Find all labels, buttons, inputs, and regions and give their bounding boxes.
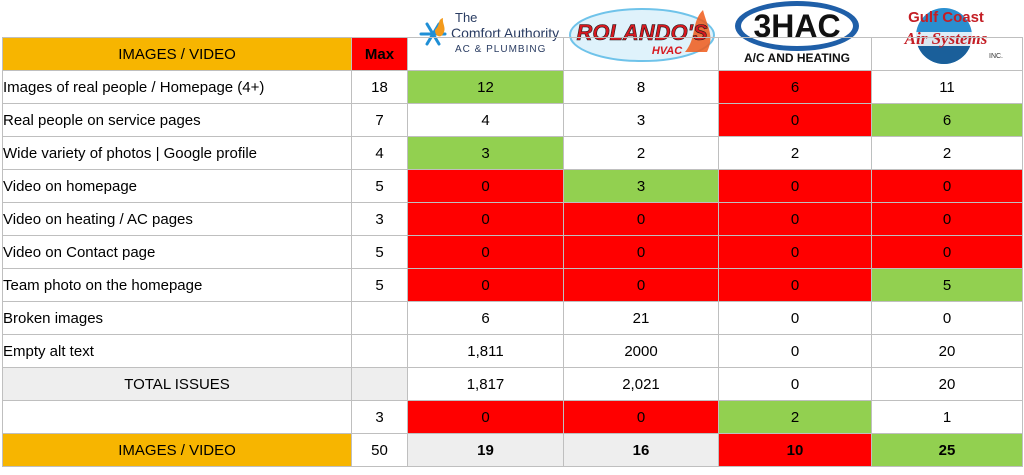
table-row: Video on heating / AC pages 3 0 0 0 0 — [2, 202, 1023, 236]
score-cell: 0 — [871, 301, 1023, 335]
score-cell: 0 — [871, 202, 1023, 236]
footer-max: 50 — [351, 433, 408, 467]
score-cell: 11 — [871, 70, 1023, 104]
score-cell: 0 — [563, 400, 719, 434]
row-label: Video on Contact page — [2, 235, 352, 269]
row-max — [351, 334, 408, 368]
final-score-cell: 19 — [407, 433, 564, 467]
score-cell: 20 — [871, 334, 1023, 368]
score-cell: 0 — [407, 235, 564, 269]
total-cell: 0 — [718, 367, 872, 401]
score-cell: 2 — [718, 136, 872, 170]
final-score-cell: 25 — [871, 433, 1023, 467]
score-cell: 6 — [407, 301, 564, 335]
score-cell: 3 — [563, 103, 719, 137]
table-row: Empty alt text 1,811 2000 0 20 — [2, 334, 1023, 368]
table-row: Real people on service pages 7 4 3 0 6 — [2, 103, 1023, 137]
score-cell: 6 — [718, 70, 872, 104]
total-cell: 20 — [871, 367, 1023, 401]
row-max: 18 — [351, 70, 408, 104]
table-row: Images of real people / Homepage (4+) 18 1… — [2, 70, 1023, 104]
score-cell: 0 — [407, 202, 564, 236]
table-row: Video on Contact page 5 0 0 0 0 — [2, 235, 1023, 269]
row-label: Broken images — [2, 301, 352, 335]
score-cell: 2000 — [563, 334, 719, 368]
table-row: Video on homepage 5 0 3 0 0 — [2, 169, 1023, 203]
score-cell: 0 — [563, 268, 719, 302]
score-cell: 0 — [563, 235, 719, 269]
score-cell: 0 — [871, 169, 1023, 203]
score-cell: 0 — [871, 235, 1023, 269]
score-cell: 12 — [407, 70, 564, 104]
score-cell: 0 — [718, 268, 872, 302]
row-label: Images of real people / Homepage (4+) — [2, 70, 352, 104]
score-cell: 0 — [718, 103, 872, 137]
final-score-cell: 16 — [563, 433, 719, 467]
score-cell: 0 — [718, 202, 872, 236]
score-cell: 2 — [871, 136, 1023, 170]
row-label: Video on homepage — [2, 169, 352, 203]
score-cell: 0 — [407, 400, 564, 434]
row-label: Empty alt text — [2, 334, 352, 368]
table-row: Wide variety of photos | Google profile 4… — [2, 136, 1023, 170]
row-max: 4 — [351, 136, 408, 170]
score-cell: 3 — [563, 169, 719, 203]
score-cell: 0 — [718, 334, 872, 368]
row-label: Video on heating / AC pages — [2, 202, 352, 236]
score-cell: 0 — [718, 235, 872, 269]
row-label: Wide variety of photos | Google profile — [2, 136, 352, 170]
svg-text:The: The — [455, 10, 477, 25]
max-header: Max — [351, 37, 408, 71]
company-logos: The Comfort Authority AC & PLUMBING ROLA… — [0, 0, 1024, 70]
score-cell: 0 — [407, 268, 564, 302]
total-cell: 1,817 — [407, 367, 564, 401]
score-cell: 0 — [407, 169, 564, 203]
row-label: Real people on service pages — [2, 103, 352, 137]
footer-label: IMAGES / VIDEO — [2, 433, 352, 467]
score-cell: 0 — [718, 301, 872, 335]
total-cell: 2,021 — [563, 367, 719, 401]
score-cell: 8 — [563, 70, 719, 104]
score-cell: 21 — [563, 301, 719, 335]
score-cell: 3 — [407, 136, 564, 170]
score-cell: 0 — [718, 169, 872, 203]
row-max: 5 — [351, 268, 408, 302]
row-label: Team photo on the homepage — [2, 268, 352, 302]
score-cell: 6 — [871, 103, 1023, 137]
row-max: 3 — [351, 202, 408, 236]
total-row: TOTAL ISSUES 1,817 2,021 0 20 — [2, 367, 1023, 401]
score-cell: 2 — [563, 136, 719, 170]
section-header: IMAGES / VIDEO — [2, 37, 352, 71]
final-score-cell: 10 — [718, 433, 872, 467]
footer-total-row: IMAGES / VIDEO 50 19 16 10 25 — [2, 433, 1023, 467]
row-max — [351, 301, 408, 335]
score-cell: 1,811 — [407, 334, 564, 368]
table-row: Team photo on the homepage 5 0 0 0 5 — [2, 268, 1023, 302]
score-cell: 2 — [718, 400, 872, 434]
rolandos-logo: ROLANDO'S HVAC — [567, 2, 717, 66]
issues-score-max: 3 — [351, 400, 408, 434]
row-max: 5 — [351, 235, 408, 269]
table-row: Broken images 6 21 0 0 — [2, 301, 1023, 335]
score-cell: 4 — [407, 103, 564, 137]
score-cell: 5 — [871, 268, 1023, 302]
score-cell: 1 — [871, 400, 1023, 434]
comparison-table: IMAGES / VIDEO Max Images of real people… — [2, 37, 1023, 467]
total-max — [351, 367, 408, 401]
total-label: TOTAL ISSUES — [2, 367, 352, 401]
header-row: IMAGES / VIDEO Max — [2, 37, 1023, 71]
issues-score-label — [2, 400, 352, 434]
score-cell: 0 — [563, 202, 719, 236]
svg-text:Gulf Coast: Gulf Coast — [908, 9, 984, 26]
row-max: 7 — [351, 103, 408, 137]
row-max: 5 — [351, 169, 408, 203]
